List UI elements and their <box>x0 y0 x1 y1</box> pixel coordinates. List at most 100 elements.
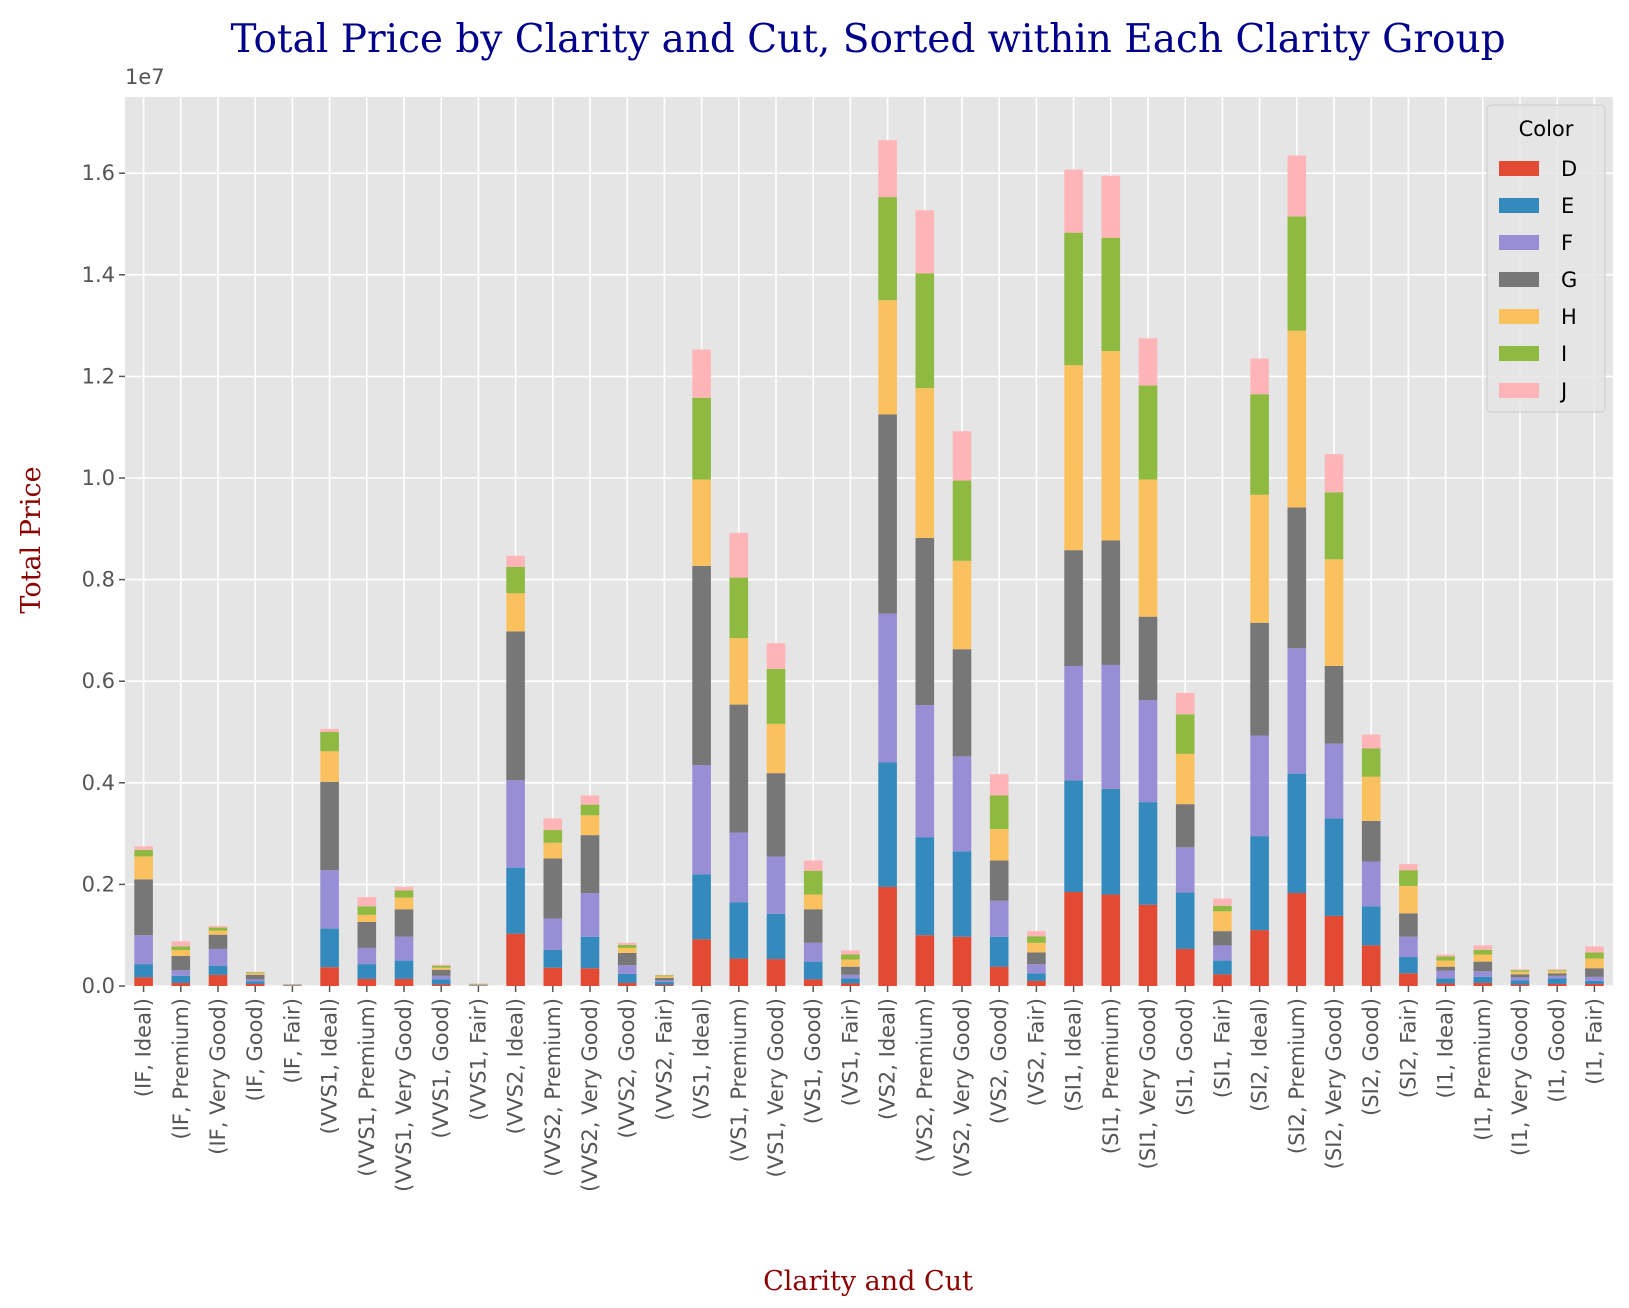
x-tick-label: (VS1, Premium) <box>727 998 751 1162</box>
bar-segment <box>134 879 153 936</box>
y-axis-label: Total Price <box>16 466 47 613</box>
bar-segment <box>1250 358 1269 395</box>
bar-segment <box>320 967 339 986</box>
legend-title: Color <box>1519 117 1574 141</box>
bar-segment <box>1064 169 1083 233</box>
bar-segment <box>580 795 600 805</box>
bar-segment <box>766 959 786 986</box>
bar-segment <box>1324 743 1344 819</box>
bar-segment <box>1547 971 1567 974</box>
bar-segment <box>1547 970 1567 972</box>
bar-segment <box>617 942 637 945</box>
bar-segment <box>1324 454 1344 493</box>
bar-segment <box>655 981 674 985</box>
bar-segment <box>431 979 451 985</box>
bar-segment <box>1473 971 1493 977</box>
bar-segment <box>729 902 749 959</box>
plot-background <box>125 97 1613 986</box>
bar-segment <box>1399 957 1418 974</box>
bar-segment <box>543 858 563 919</box>
bar-segment <box>394 936 414 961</box>
bar-segment <box>1250 494 1269 623</box>
bar-segment <box>1324 492 1344 560</box>
bar-segment <box>989 795 1009 830</box>
bar-segment <box>692 479 711 566</box>
bar-segment <box>803 961 823 980</box>
x-tick-label: (IF, Fair) <box>280 998 304 1084</box>
legend-swatch <box>1499 309 1539 324</box>
bar-segment <box>915 388 935 538</box>
bar-segment <box>617 952 637 966</box>
bar-segment <box>394 960 414 979</box>
bar-segment <box>1510 980 1530 985</box>
bar-segment <box>1585 958 1604 969</box>
bar-segment <box>134 977 153 986</box>
bar-segment <box>431 967 451 970</box>
bar-segment <box>1324 818 1344 916</box>
bar-segment <box>1138 479 1158 617</box>
bar-segment <box>1399 870 1418 886</box>
x-tick-label: (I1, Ideal) <box>1434 998 1458 1098</box>
bar-segment <box>915 837 935 936</box>
bar-segment <box>1027 931 1046 937</box>
bar-segment <box>431 965 451 968</box>
bar-segment <box>394 909 414 937</box>
bar-segment <box>134 856 153 880</box>
bar-segment <box>543 830 563 843</box>
bar-segment <box>1399 973 1418 986</box>
bar-segment <box>952 480 972 561</box>
bar-segment <box>1510 984 1530 986</box>
bar-segment <box>1510 971 1530 975</box>
bar-segment <box>766 913 786 960</box>
bar-segment <box>915 705 935 838</box>
bar-segment <box>766 669 786 724</box>
bar-segment <box>1027 973 1046 981</box>
bar-segment <box>1510 974 1530 978</box>
bar-segment <box>989 900 1009 937</box>
bar-segment <box>208 965 228 975</box>
legend-swatch <box>1499 346 1539 361</box>
bar-segment <box>1324 915 1344 986</box>
bar-segment <box>394 897 414 910</box>
bar-segment <box>1361 861 1381 907</box>
bar-segment <box>1250 930 1269 986</box>
bar-segment <box>1027 936 1046 943</box>
legend-swatch <box>1499 383 1539 398</box>
bar-segment <box>803 894 823 910</box>
bar-segment <box>878 762 897 887</box>
x-tick-label: (SI2, Premium) <box>1285 998 1309 1154</box>
bar-segment <box>1436 978 1455 984</box>
legend-label: H <box>1561 305 1577 329</box>
y-offset-label: 1e7 <box>125 65 165 89</box>
bar-segment <box>655 974 674 976</box>
bar-segment <box>1064 365 1083 551</box>
bar-segment <box>245 974 265 980</box>
x-tick-label: (VS2, Ideal) <box>876 998 900 1120</box>
bar-segment <box>1436 956 1455 961</box>
legend-label: E <box>1561 194 1574 218</box>
bar-segment <box>729 958 749 986</box>
bar-segment <box>357 978 377 986</box>
x-tick-label: (IF, Ideal) <box>132 998 156 1097</box>
bar-segment <box>1361 906 1381 946</box>
bar-segment <box>208 974 228 986</box>
bar-segment <box>915 210 935 274</box>
bar-segment <box>357 947 377 965</box>
bar-segment <box>1138 802 1158 905</box>
bar-segment <box>1361 748 1381 777</box>
bar-segment <box>952 431 972 481</box>
bar-segment <box>989 774 1009 796</box>
bar-segment <box>506 867 525 934</box>
bar-segment <box>1027 980 1046 986</box>
bar-segment <box>915 537 935 706</box>
bar-segment <box>617 944 637 948</box>
bar-segment <box>1175 892 1195 949</box>
bar-segment <box>208 934 228 949</box>
bar-segment <box>1250 622 1269 736</box>
x-tick-label: (I1, Very Good) <box>1508 998 1532 1156</box>
bar-segment <box>952 936 972 986</box>
bar-segment <box>357 897 377 907</box>
bar-segment <box>655 976 674 978</box>
bar-segment <box>915 935 935 986</box>
y-tick-label: 1.0 <box>82 466 115 490</box>
